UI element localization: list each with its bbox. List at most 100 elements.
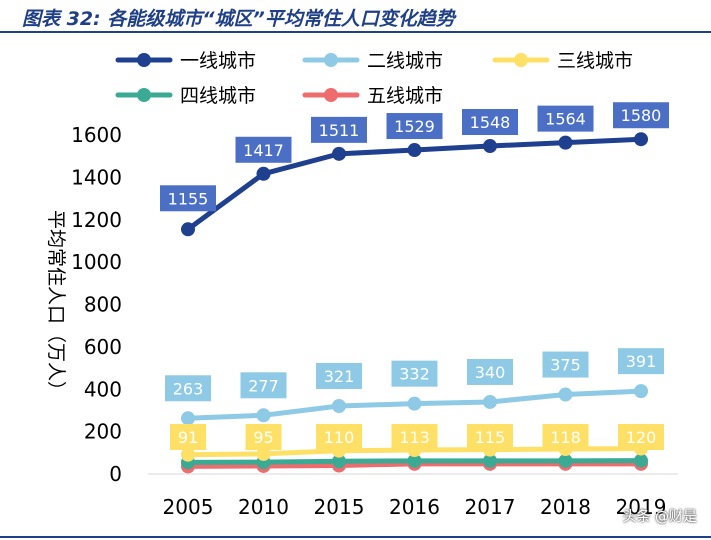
- data-label-text: 110: [324, 428, 355, 447]
- data-label: 120: [618, 424, 664, 450]
- data-point: [181, 222, 195, 237]
- legend-swatch-marker: [324, 53, 338, 67]
- data-point: [483, 453, 497, 468]
- data-point: [256, 408, 271, 423]
- data-label: 321: [316, 362, 362, 389]
- y-tick-label: 0: [109, 462, 122, 486]
- data-label: 95: [245, 424, 282, 450]
- data-label-box: [311, 116, 367, 143]
- legend-swatch-marker: [514, 53, 528, 67]
- legend-swatch-marker: [137, 88, 151, 102]
- data-label: 110: [316, 424, 362, 450]
- data-label: 1155: [160, 185, 216, 212]
- data-label-text: 1564: [545, 110, 586, 129]
- data-point: [483, 394, 497, 409]
- data-label-text: 113: [399, 428, 430, 447]
- figure-title: 图表 32: 各能级城市“城区”平均常住人口变化趋势: [22, 8, 455, 30]
- data-label: 1548: [462, 109, 518, 136]
- data-label-text: 391: [626, 352, 657, 371]
- x-axis-ticks: 2005 2010 2015 2016 2017 2018 2019: [163, 495, 667, 519]
- data-point: [256, 166, 271, 181]
- data-label-box: [391, 360, 438, 387]
- data-label-box: [170, 424, 206, 450]
- data-label-text: 115: [475, 428, 506, 447]
- legend-swatch-marker: [324, 88, 338, 102]
- data-label-box: [316, 362, 362, 389]
- y-axis-ticks: 0 200 400 600 800 1000 1200 1400 1600: [71, 123, 122, 486]
- legend-label: 四线城市: [180, 85, 256, 107]
- data-label-text: 118: [550, 428, 581, 447]
- x-tick-label: 2018: [540, 495, 591, 519]
- legend-label: 二线城市: [367, 50, 443, 72]
- data-label-box: [542, 351, 589, 378]
- x-tick-label: 2005: [163, 495, 214, 519]
- y-tick-label: 1600: [71, 123, 122, 147]
- x-tick-label: 2015: [314, 495, 365, 519]
- data-label-text: 1580: [621, 106, 662, 125]
- data-label-box: [618, 424, 664, 450]
- bottom-divider: [0, 536, 711, 538]
- data-label-box: [160, 185, 216, 212]
- data-label-text: 91: [178, 428, 198, 447]
- data-label-text: 1417: [243, 141, 284, 160]
- y-tick-label: 1000: [71, 250, 122, 274]
- data-label-box: [235, 136, 292, 163]
- data-labels: 1155 1417 1511 1529 1548 1564 1580 263 277 321 332…: [160, 102, 669, 450]
- data-label-box: [542, 424, 589, 450]
- data-label: 1564: [537, 105, 594, 132]
- y-tick-label: 1400: [71, 165, 122, 189]
- data-label-text: 1529: [394, 117, 435, 136]
- data-label: 332: [391, 360, 438, 387]
- data-label-box: [245, 424, 282, 450]
- x-tick-label: 2017: [465, 495, 516, 519]
- x-tick-label: 2010: [238, 495, 289, 519]
- data-label-box: [467, 424, 513, 450]
- title-divider: [0, 31, 711, 33]
- data-point: [256, 446, 271, 461]
- legend-item: 四线城市: [115, 85, 256, 107]
- data-point: [332, 146, 346, 161]
- data-label: 118: [542, 424, 589, 450]
- data-label: 1511: [311, 116, 367, 143]
- y-tick-label: 1200: [71, 208, 122, 232]
- data-label: 1529: [386, 113, 443, 140]
- data-label: 1417: [235, 136, 292, 163]
- y-tick-label: 800: [84, 293, 122, 317]
- data-label-text: 321: [324, 367, 355, 386]
- data-label-text: 332: [399, 365, 430, 384]
- data-point: [634, 384, 648, 399]
- data-point: [332, 398, 346, 413]
- series-lines: [186, 136, 642, 469]
- data-label: 263: [165, 375, 211, 402]
- data-label-box: [613, 102, 669, 129]
- legend-item: 一线城市: [115, 50, 256, 72]
- data-point: [332, 454, 346, 469]
- data-label-text: 1155: [168, 189, 209, 208]
- data-point: [407, 396, 422, 411]
- data-label-text: 1548: [470, 113, 511, 132]
- legend-label: 五线城市: [367, 85, 443, 107]
- y-tick-label: 400: [84, 377, 122, 401]
- data-label-box: [391, 424, 438, 450]
- data-point: [407, 143, 422, 158]
- data-point: [634, 132, 648, 147]
- legend-label: 三线城市: [557, 50, 633, 72]
- data-label-text: 120: [626, 428, 657, 447]
- legend-item: 三线城市: [492, 50, 633, 72]
- data-label: 1580: [613, 102, 669, 129]
- legend-item: 五线城市: [302, 85, 443, 107]
- legend-swatch-marker: [137, 53, 151, 67]
- data-point: [558, 453, 573, 468]
- data-label: 113: [391, 424, 438, 450]
- data-label: 115: [467, 424, 513, 450]
- data-label-box: [316, 424, 362, 450]
- x-tick-label: 2019: [616, 495, 667, 519]
- data-label-box: [240, 372, 287, 399]
- data-label-text: 263: [173, 379, 204, 398]
- data-point: [483, 139, 497, 154]
- data-label-box: [618, 348, 664, 375]
- data-label-box: [165, 375, 211, 402]
- data-label-text: 1511: [319, 121, 360, 140]
